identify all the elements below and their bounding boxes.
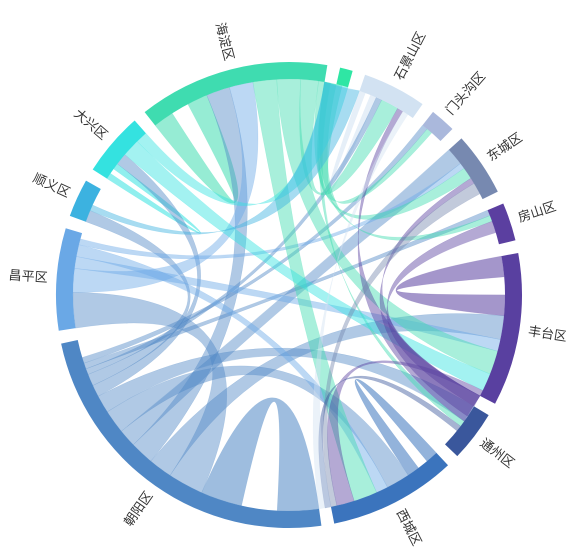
arc-丰台区 <box>480 253 522 404</box>
arc-layer <box>55 62 522 529</box>
label-丰台区: 丰台区 <box>527 324 566 345</box>
arc-西城区 <box>330 452 449 524</box>
ribbon-西城区-西城区 <box>354 379 437 476</box>
arc-东城区 <box>448 138 498 200</box>
ribbon-通州区-西城区 <box>318 375 461 509</box>
label-西城区: 西城区 <box>393 507 424 549</box>
ribbon-layer <box>72 78 506 512</box>
label-门头沟区: 门头沟区 <box>443 69 489 118</box>
label-通州区: 通州区 <box>477 436 517 472</box>
arc-通州区 <box>445 406 489 457</box>
ribbon-朝阳区-房山区 <box>83 209 491 370</box>
label-朝阳区: 朝阳区 <box>122 489 157 530</box>
ribbon-丰台区-石景山区 <box>357 107 481 422</box>
label-东城区: 东城区 <box>485 130 526 164</box>
arc-大兴区 <box>92 120 146 179</box>
arc-石景山区 <box>359 74 423 119</box>
label-石景山区: 石景山区 <box>392 30 429 83</box>
arc-门头沟区 <box>422 111 453 142</box>
ribbon-石景山区-石景山区 <box>327 90 377 195</box>
label-房山区: 房山区 <box>516 198 558 225</box>
ribbon-丰台区-房山区 <box>386 220 497 407</box>
ribbon-石景山区-西城区 <box>312 111 409 510</box>
ribbon-海淀区-门头沟区 <box>317 81 433 204</box>
label-大兴区: 大兴区 <box>71 107 110 144</box>
arc-unlabeled <box>336 67 353 88</box>
arc-房山区 <box>487 203 516 245</box>
ribbon-朝阳区-通州区 <box>97 347 475 422</box>
ribbon-顺义区-海淀区 <box>89 81 360 235</box>
label-顺义区: 顺义区 <box>30 171 72 201</box>
arc-海淀区 <box>144 62 328 126</box>
label-海淀区: 海淀区 <box>212 21 236 63</box>
arc-朝阳区 <box>61 340 322 529</box>
arc-顺义区 <box>69 180 101 222</box>
ribbon-朝阳区-顺义区 <box>85 210 191 386</box>
label-昌平区: 昌平区 <box>8 268 48 286</box>
ribbon-朝阳区-门头沟区 <box>81 124 428 364</box>
arc-昌平区 <box>55 228 83 331</box>
